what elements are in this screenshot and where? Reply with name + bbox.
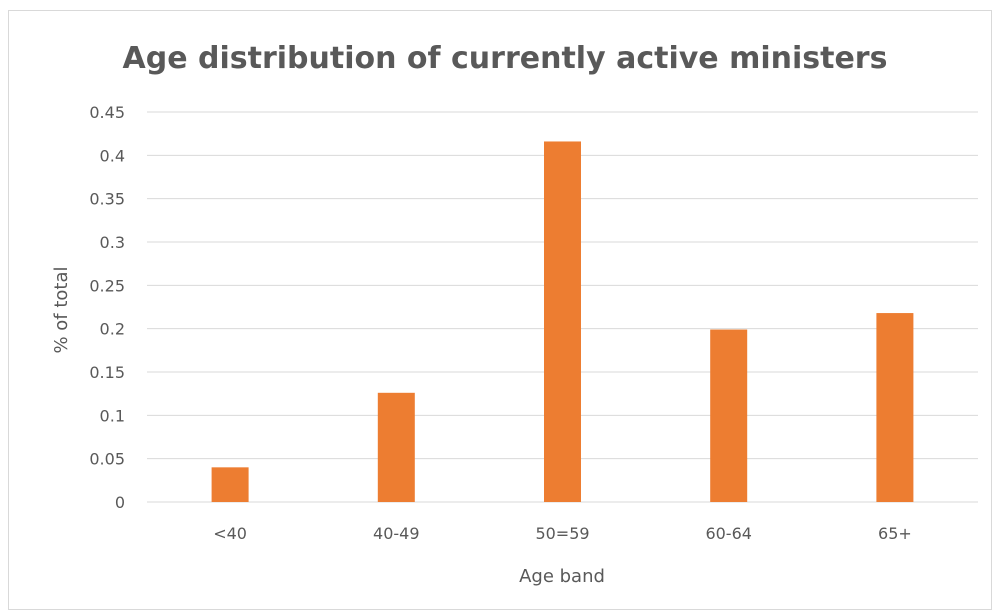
y-tick-label: 0.35 (89, 190, 125, 209)
x-tick-label: 60-64 (705, 524, 752, 543)
bar (876, 313, 914, 502)
chart-title: Age distribution of currently active min… (123, 41, 888, 76)
y-tick-label: 0 (115, 493, 125, 512)
y-axis-ticks: 0 0.05 0.1 0.15 0.2 0.25 0.3 0.35 0.4 0.45 (89, 103, 125, 512)
bar (211, 467, 249, 502)
chart-frame (8, 10, 992, 610)
y-tick-label: 0.25 (89, 276, 125, 295)
y-tick-label: 0.45 (89, 103, 125, 122)
x-axis-ticks: <40 40-49 50=59 60-64 65+ (213, 524, 912, 543)
x-axis-title: Age band (519, 566, 605, 587)
x-tick-label: 50=59 (535, 524, 589, 543)
x-tick-label: <40 (213, 524, 247, 543)
bar (710, 329, 748, 502)
y-tick-label: 0.15 (89, 363, 125, 382)
bars (211, 141, 914, 502)
bar (377, 392, 415, 502)
x-tick-label: 65+ (878, 524, 912, 543)
bar (544, 141, 581, 502)
y-axis-title: % of total (51, 266, 72, 353)
y-tick-label: 0.3 (100, 233, 125, 252)
y-tick-label: 0.2 (100, 320, 125, 339)
y-tick-label: 0.1 (100, 406, 125, 425)
x-tick-label: 40-49 (373, 524, 420, 543)
y-tick-label: 0.4 (100, 146, 125, 165)
y-tick-label: 0.05 (89, 450, 125, 469)
